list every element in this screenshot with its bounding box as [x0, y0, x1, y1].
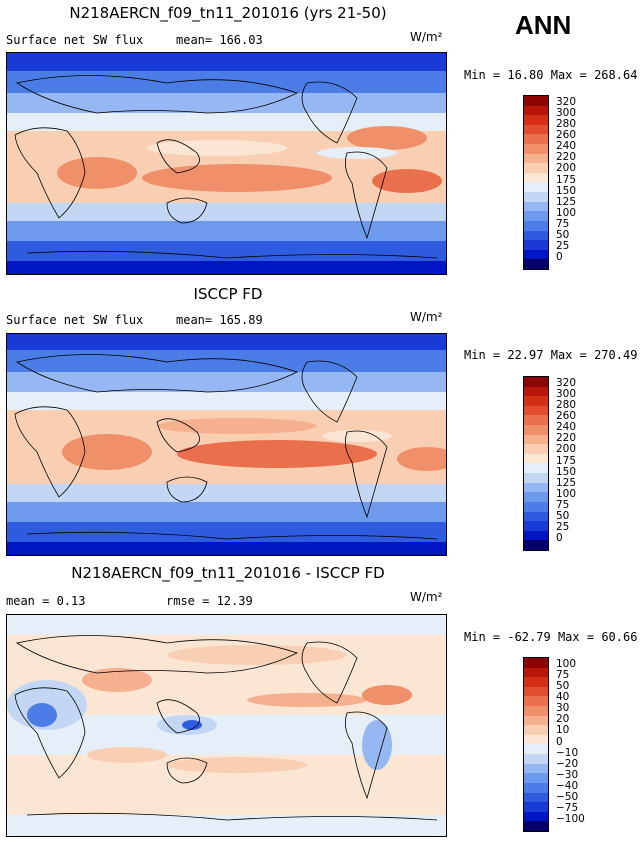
- panel1-tick: 25: [556, 240, 570, 252]
- panel1-tick: 240: [556, 140, 577, 152]
- panel2-tick: 240: [556, 421, 577, 433]
- panel1-max-value: 268.64: [594, 68, 638, 82]
- panel1-tick: 0: [556, 251, 563, 263]
- panel1-title: N218AERCN_f09_tn11_201016 (yrs 21-50): [69, 4, 387, 22]
- panel2-tick: 125: [556, 477, 577, 489]
- panel1-mean-label: mean= 166.03: [176, 33, 263, 47]
- panel1-tick: 75: [556, 218, 570, 230]
- panel3-max-label: Max =: [557, 630, 595, 644]
- panel3-tick: −10: [556, 747, 579, 759]
- panel2-tick: 200: [556, 443, 577, 455]
- panel2-mean-label: mean= 165.89: [176, 313, 263, 327]
- panel2-title: ISCCP FD: [193, 285, 263, 303]
- panel2-variable-label: Surface net SW flux: [6, 313, 144, 327]
- panel1-max-label: Max =: [550, 68, 587, 82]
- panel2-units: W/m²: [410, 310, 443, 324]
- panel2-tick: 300: [556, 388, 577, 400]
- panel1-map: [6, 52, 447, 275]
- panel2-colorbar-ticks: 320 300 280 260 240 220 200 175 150 125 …: [556, 378, 596, 553]
- panel3-minmax: Min = -62.79 Max = 60.66: [464, 630, 637, 644]
- panel2-tick: 150: [556, 466, 577, 478]
- panel3-tick: 0: [556, 736, 563, 748]
- panel3-tick: −40: [556, 780, 579, 792]
- panel3-tick: 30: [556, 702, 570, 714]
- panel3-title: N218AERCN_f09_tn11_201016 - ISCCP FD: [71, 564, 385, 582]
- panel2-colorbar: [523, 376, 549, 551]
- panel3-colorbar-ticks: 100 75 50 40 30 20 10 0 −10 −20 −30 −40 …: [556, 659, 596, 834]
- panel1-tick: 100: [556, 207, 577, 219]
- panel1-tick: 260: [556, 129, 577, 141]
- panel2-tick: 320: [556, 377, 577, 389]
- panel1-colorbar: [523, 95, 549, 270]
- panel3-max-value: 60.66: [601, 630, 638, 644]
- panel1-tick: 300: [556, 107, 577, 119]
- panel2-minmax: Min = 22.97 Max = 270.49: [464, 348, 637, 362]
- panel2-tick: 100: [556, 488, 577, 500]
- panel2-tick: 220: [556, 432, 577, 444]
- panel2-max-label: Max =: [550, 348, 587, 362]
- panel3-tick: 20: [556, 713, 570, 725]
- panel3-tick: 75: [556, 669, 570, 681]
- panel2-min-value: 22.97: [507, 348, 544, 362]
- panel2-tick: 25: [556, 521, 570, 533]
- panel1-minmax: Min = 16.80 Max = 268.64: [464, 68, 637, 82]
- panel3-tick: 50: [556, 680, 570, 692]
- panel1-tick: 125: [556, 196, 577, 208]
- panel2-map-svg: [7, 334, 446, 555]
- season-label: ANN: [515, 10, 572, 40]
- panel2-min-label: Min =: [464, 348, 501, 362]
- panel2-tick: 75: [556, 499, 570, 511]
- panel3-tick: 100: [556, 658, 577, 670]
- panel1-tick: 200: [556, 162, 577, 174]
- panel1-map-svg: [7, 53, 446, 274]
- panel1-min-value: 16.80: [507, 68, 544, 82]
- panel2-tick: 50: [556, 510, 570, 522]
- panel1-colorbar-ticks: 320 300 280 260 240 220 200 175 150 125 …: [556, 97, 596, 272]
- panel3-map-svg: [7, 615, 446, 836]
- panel3-tick: 10: [556, 724, 570, 736]
- panel1-tick: 175: [556, 174, 577, 186]
- panel3-tick: −75: [556, 802, 579, 814]
- panel2-map: [6, 333, 447, 556]
- panel1-min-label: Min =: [464, 68, 501, 82]
- panel3-tick: −20: [556, 758, 579, 770]
- panel1-tick: 320: [556, 96, 577, 108]
- panel1-variable-label: Surface net SW flux: [6, 33, 144, 47]
- panel3-units: W/m²: [410, 590, 443, 604]
- panel3-tick: 40: [556, 691, 570, 703]
- panel2-tick: 0: [556, 532, 563, 544]
- panel3-min-value: -62.79: [507, 630, 551, 644]
- panel3-tick: −30: [556, 769, 579, 781]
- panel3-tick: −50: [556, 791, 579, 803]
- panel1-units: W/m²: [410, 30, 443, 44]
- panel2-max-value: 270.49: [594, 348, 638, 362]
- panel2-tick: 175: [556, 455, 577, 467]
- panel2-tick: 280: [556, 399, 577, 411]
- panel3-map: [6, 614, 447, 837]
- panel3-rmse-label: rmse = 12.39: [166, 594, 253, 608]
- panel2-tick: 260: [556, 410, 577, 422]
- panel1-tick: 150: [556, 185, 577, 197]
- panel3-min-label: Min =: [464, 630, 501, 644]
- panel1-tick: 220: [556, 151, 577, 163]
- panel1-tick: 280: [556, 118, 577, 130]
- panel1-tick: 50: [556, 229, 570, 241]
- panel3-tick: −100: [556, 813, 585, 825]
- panel3-colorbar: [523, 657, 549, 832]
- panel3-mean-label: mean = 0.13: [6, 594, 86, 608]
